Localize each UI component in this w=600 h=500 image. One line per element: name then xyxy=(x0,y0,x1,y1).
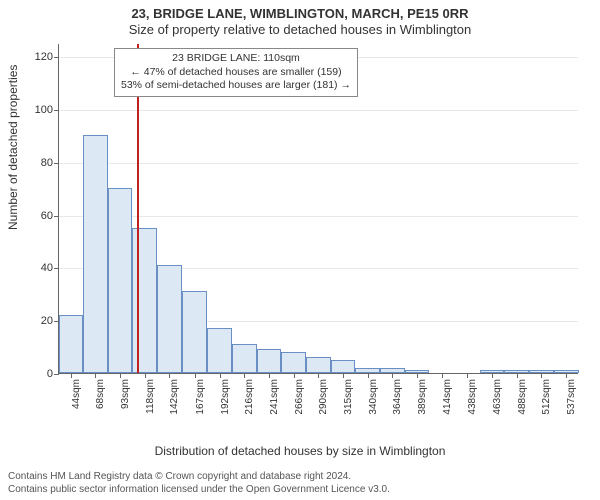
histogram-bar xyxy=(281,352,306,373)
histogram-bar xyxy=(157,265,182,373)
y-axis-label: Number of detached properties xyxy=(6,65,20,230)
ytick-mark xyxy=(54,268,59,269)
histogram-bar xyxy=(59,315,83,373)
title-line-2: Size of property relative to detached ho… xyxy=(0,22,600,37)
xtick-label: 167sqm xyxy=(195,379,206,415)
xtick-mark xyxy=(467,373,468,378)
ytick-mark xyxy=(54,57,59,58)
xtick-mark xyxy=(343,373,344,378)
plot-area: 23 BRIDGE LANE: 110sqm ← 47% of detached… xyxy=(58,44,578,374)
ytick-label: 40 xyxy=(41,262,53,274)
xtick-label: 537sqm xyxy=(566,379,577,415)
xtick-mark xyxy=(517,373,518,378)
histogram-bar xyxy=(232,344,257,373)
x-axis-label: Distribution of detached houses by size … xyxy=(0,444,600,458)
ytick-label: 80 xyxy=(41,157,53,169)
footer-line-2: Contains public sector information licen… xyxy=(8,484,390,497)
xtick-label: 463sqm xyxy=(492,379,503,415)
xtick-label: 438sqm xyxy=(467,379,478,415)
xtick-label: 389sqm xyxy=(417,379,428,415)
xtick-mark xyxy=(244,373,245,378)
xtick-label: 216sqm xyxy=(244,379,255,415)
xtick-mark xyxy=(145,373,146,378)
histogram-bar xyxy=(207,328,232,373)
ytick-label: 0 xyxy=(47,368,53,380)
annotation-box: 23 BRIDGE LANE: 110sqm ← 47% of detached… xyxy=(114,48,358,97)
xtick-label: 192sqm xyxy=(220,379,231,415)
histogram-bar xyxy=(83,135,108,373)
histogram-bar xyxy=(182,291,206,373)
xtick-mark xyxy=(169,373,170,378)
ytick-label: 100 xyxy=(35,104,53,116)
annotation-line-2: ← 47% of detached houses are smaller (15… xyxy=(121,66,351,80)
xtick-label: 315sqm xyxy=(343,379,354,415)
xtick-mark xyxy=(95,373,96,378)
chart-container: 23, BRIDGE LANE, WIMBLINGTON, MARCH, PE1… xyxy=(0,0,600,500)
xtick-mark xyxy=(120,373,121,378)
xtick-label: 290sqm xyxy=(318,379,329,415)
xtick-label: 118sqm xyxy=(145,379,156,414)
xtick-label: 266sqm xyxy=(294,379,305,415)
ytick-mark xyxy=(54,374,59,375)
xtick-mark xyxy=(368,373,369,378)
xtick-mark xyxy=(392,373,393,378)
ytick-label: 120 xyxy=(35,51,53,63)
xtick-label: 44sqm xyxy=(71,379,82,409)
annotation-line-3: 53% of semi-detached houses are larger (… xyxy=(121,79,351,93)
xtick-label: 488sqm xyxy=(517,379,528,415)
xtick-mark xyxy=(442,373,443,378)
ytick-label: 60 xyxy=(41,210,53,222)
ytick-mark xyxy=(54,216,59,217)
xtick-mark xyxy=(566,373,567,378)
histogram-bar xyxy=(306,357,331,373)
xtick-mark xyxy=(71,373,72,378)
histogram-bar xyxy=(132,228,157,373)
xtick-mark xyxy=(294,373,295,378)
xtick-mark xyxy=(195,373,196,378)
xtick-mark xyxy=(269,373,270,378)
ytick-mark xyxy=(54,163,59,164)
histogram-bar xyxy=(257,349,281,373)
title-line-1: 23, BRIDGE LANE, WIMBLINGTON, MARCH, PE1… xyxy=(0,6,600,21)
xtick-mark xyxy=(541,373,542,378)
xtick-label: 241sqm xyxy=(269,379,280,415)
footer: Contains HM Land Registry data © Crown c… xyxy=(8,471,390,496)
xtick-mark xyxy=(318,373,319,378)
xtick-mark xyxy=(220,373,221,378)
xtick-mark xyxy=(492,373,493,378)
xtick-label: 364sqm xyxy=(392,379,403,415)
xtick-label: 512sqm xyxy=(541,379,552,415)
xtick-label: 93sqm xyxy=(120,379,131,409)
footer-line-1: Contains HM Land Registry data © Crown c… xyxy=(8,471,390,484)
xtick-label: 340sqm xyxy=(368,379,379,415)
histogram-bar xyxy=(331,360,355,373)
xtick-label: 142sqm xyxy=(169,379,180,415)
xtick-label: 414sqm xyxy=(442,379,453,415)
ytick-label: 20 xyxy=(41,315,53,327)
histogram-bar xyxy=(108,188,132,373)
xtick-mark xyxy=(417,373,418,378)
xtick-label: 68sqm xyxy=(95,379,106,409)
ytick-mark xyxy=(54,110,59,111)
annotation-line-1: 23 BRIDGE LANE: 110sqm xyxy=(121,52,351,66)
